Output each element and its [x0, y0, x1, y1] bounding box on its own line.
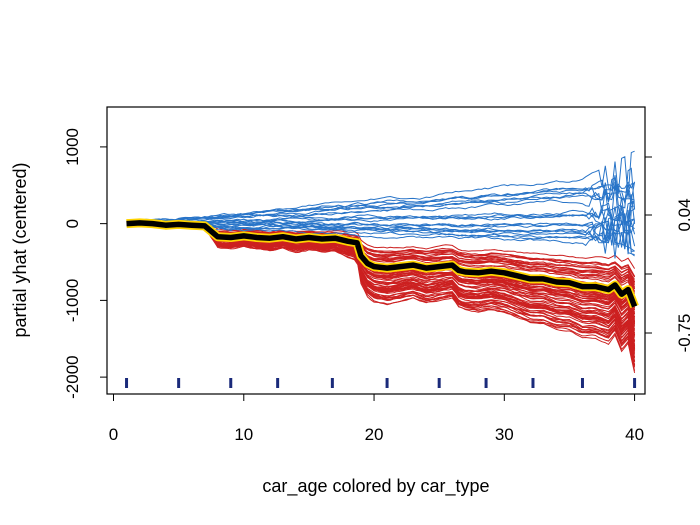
- y-tick-label: -1000: [63, 279, 82, 322]
- y-tick-label: -2000: [63, 355, 82, 398]
- x-tick-label: 10: [234, 425, 253, 444]
- y-axis-title: partial yhat (centered): [10, 162, 30, 337]
- pdp-main-line: [126, 220, 638, 308]
- ice-curve-blue: [126, 188, 635, 225]
- ice-curve-blue: [126, 182, 635, 225]
- y-tick-label: 1000: [63, 128, 82, 166]
- ice-curve-blue: [126, 201, 635, 227]
- ice-curve-blue: [126, 205, 635, 228]
- ice-curve-blue: [126, 181, 636, 225]
- x-tick-label: 30: [495, 425, 514, 444]
- rug-marks: [125, 378, 637, 388]
- y-axis: -2000 -1000 0 1000: [63, 128, 107, 399]
- ice-curves: [126, 150, 636, 374]
- right-axis: -0.75 0.04: [645, 156, 694, 353]
- pdp-line: [126, 218, 639, 309]
- right-tick-label: -0.75: [675, 314, 694, 353]
- right-tick-label: 0.04: [675, 198, 694, 231]
- y-tick-label: 0: [63, 219, 82, 228]
- x-axis: 0 10 20 30 40: [109, 394, 644, 444]
- x-tick-label: 0: [109, 425, 118, 444]
- plot-frame: [106, 106, 646, 395]
- ice-curve-blue: [126, 150, 635, 225]
- ice-curve-blue: [126, 200, 635, 232]
- x-axis-title: car_age colored by car_type: [262, 476, 489, 497]
- x-tick-label: 20: [365, 425, 384, 444]
- x-tick-label: 40: [625, 425, 644, 444]
